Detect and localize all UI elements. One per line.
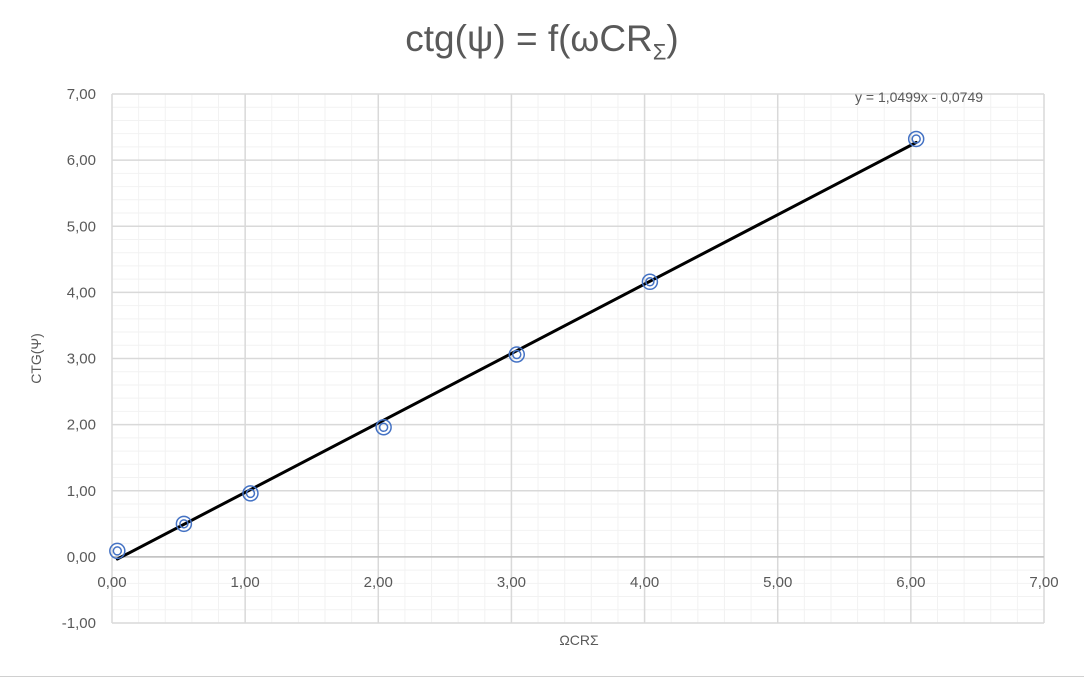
data-point-outer-ring <box>375 419 392 436</box>
x-tick-label: 7,00 <box>1029 574 1058 591</box>
y-tick-label: 0,00 <box>67 549 96 566</box>
x-tick-label: 1,00 <box>231 574 260 591</box>
y-tick-label: 5,00 <box>67 218 96 235</box>
data-points <box>109 130 925 560</box>
data-point-inner-ring <box>512 349 522 360</box>
data-point-inner-ring <box>378 422 389 433</box>
x-tick-label: 6,00 <box>896 574 925 591</box>
x-tick-label: 5,00 <box>763 574 792 591</box>
data-point-inner-ring <box>645 277 655 287</box>
data-point-outer-ring <box>242 485 259 502</box>
y-tick-label: 4,00 <box>67 284 96 301</box>
chart-title-main: ctg(ψ) = f(ωCR <box>405 18 653 59</box>
y-axis-label: CTG(Ψ) <box>28 333 44 384</box>
data-point <box>242 485 259 502</box>
data-point-outer-ring <box>109 542 126 560</box>
major-gridlines <box>111 93 1045 624</box>
data-point-inner-ring <box>179 519 189 529</box>
data-point-outer-ring <box>508 346 526 363</box>
x-tick-label: 4,00 <box>630 574 659 591</box>
y-tick-label: -1,00 <box>62 615 96 632</box>
y-tick-label: 6,00 <box>67 152 96 169</box>
x-tick-label: 3,00 <box>497 574 526 591</box>
data-point-inner-ring <box>245 488 256 499</box>
chart-title-subscript: Σ <box>652 39 667 65</box>
x-tick-label: 2,00 <box>364 574 393 591</box>
chart-title: ctg(ψ) = f(ωCRΣ) <box>0 18 1084 65</box>
chart-title-end: ) <box>666 18 679 59</box>
data-point <box>175 515 193 533</box>
data-point-inner-ring <box>112 546 123 556</box>
x-axis-tick-labels: 0,00 1,00 2,00 3,00 4,00 5,00 6,00 7,00 <box>97 574 1058 591</box>
y-tick-label: 3,00 <box>67 351 96 368</box>
data-point <box>641 273 659 291</box>
y-tick-label: 7,00 <box>67 86 96 103</box>
y-tick-label: 1,00 <box>67 483 96 500</box>
y-axis-tick-labels: -1,00 0,00 1,00 2,00 3,00 4,00 5,00 6,00 7,00 <box>62 86 96 632</box>
data-point <box>109 542 126 560</box>
data-point-outer-ring <box>641 273 659 291</box>
data-point-inner-ring <box>911 134 921 144</box>
data-point-outer-ring <box>175 515 193 533</box>
y-tick-label: 2,00 <box>67 417 96 434</box>
x-tick-label: 0,00 <box>97 574 126 591</box>
data-point <box>907 130 925 148</box>
trendline-equation: y = 1,0499x - 0,0749 <box>855 89 983 105</box>
data-point-outer-ring <box>907 130 925 148</box>
x-axis-label: ΩCRΣ <box>559 632 599 648</box>
data-point <box>375 419 392 436</box>
data-point <box>508 346 526 363</box>
